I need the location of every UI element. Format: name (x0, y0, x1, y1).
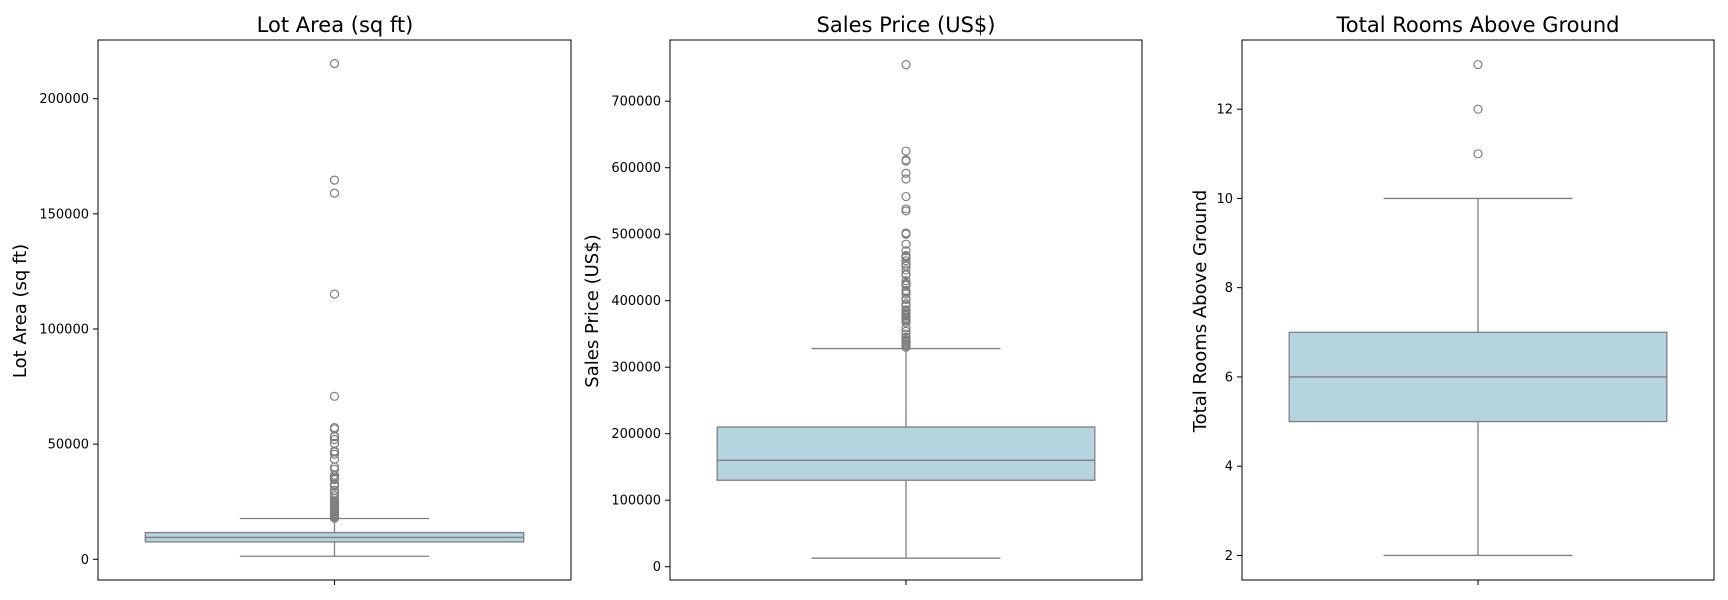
sales-price-outlier-point (901, 146, 911, 156)
lot-area-y-tick-label: 150000 (39, 207, 89, 222)
total-rooms-title: Total Rooms Above Ground (1336, 13, 1620, 37)
total-rooms-y-ticks: 2 4 6 8 10 12 (1216, 103, 1479, 585)
lot-area-outlier-point (329, 188, 340, 198)
sales-price-y-tick-label: 200000 (611, 427, 661, 442)
lot-area-outlier-point (329, 513, 340, 523)
total-rooms-frame (1241, 39, 1715, 581)
sales-price-outlier-point (901, 239, 911, 249)
total-rooms-y-tick-label: 6 (1225, 370, 1233, 385)
sales-price-y-tick-label: 700000 (611, 95, 661, 110)
sales-price-y-axis-label: Sales Price (US$) (582, 234, 603, 387)
total-rooms-y-tick-label: 8 (1225, 281, 1233, 296)
lot-area-y-axis-label: Lot Area (sq ft) (10, 244, 31, 378)
lot-area-outlier-point (329, 474, 340, 485)
lot-area-frame (97, 39, 572, 581)
sales-price-outlier-point (901, 294, 911, 304)
total-rooms-y-tick-label: 10 (1216, 192, 1233, 207)
lot-area-y-tick-label: 100000 (39, 322, 89, 337)
sales-price-title: Sales Price (US$) (817, 13, 996, 37)
total-rooms-y-tick-label: 2 (1225, 549, 1233, 564)
lot-area-y-tick-label: 200000 (39, 92, 89, 107)
sales-price-outlier-point (901, 191, 911, 202)
sales-price-outlier-point (901, 168, 911, 178)
total-rooms-outlier-point (1473, 59, 1483, 70)
total-rooms-y-tick-label: 12 (1216, 103, 1233, 118)
total-rooms-panel: Total Rooms Above Ground Total Rooms Abo… (1190, 13, 1715, 585)
sales-price-outlier-point (901, 342, 911, 352)
sales-price-frame (669, 39, 1143, 581)
sales-price-outlier-point (901, 206, 911, 216)
sales-price-outlier-point (901, 252, 911, 263)
sales-price-plot (716, 60, 1096, 559)
lot-area-outlier-point (329, 175, 340, 185)
sales-price-outlier-point (901, 265, 911, 275)
sales-price-outlier-point (901, 246, 911, 256)
sales-price-outlier-point (901, 60, 911, 70)
lot-area-outlier-point (329, 481, 340, 491)
lot-area-outlier-point (329, 289, 340, 299)
sales-price-outlier-point (901, 276, 911, 286)
sales-price-y-ticks: 0 100000 200000 300000 400000 500000 600000 700… (611, 95, 907, 585)
lot-area-outlier-point (329, 59, 340, 69)
lot-area-outlier-point (329, 432, 340, 442)
sales-price-y-tick-label: 0 (653, 560, 661, 575)
sales-price-outlier-point (901, 289, 911, 299)
total-rooms-plot (1288, 59, 1668, 557)
sales-price-iqr-box (716, 426, 1096, 481)
total-rooms-outlier-point (1473, 149, 1483, 159)
lot-area-y-tick-label: 50000 (48, 438, 89, 453)
lot-area-outlier-point (329, 449, 340, 459)
sales-price-y-tick-label: 100000 (611, 494, 661, 509)
total-rooms-y-tick-label: 4 (1225, 460, 1233, 475)
lot-area-title: Lot Area (sq ft) (257, 13, 414, 37)
sales-price-outlier-point (901, 156, 911, 166)
sales-price-y-tick-label: 400000 (611, 294, 661, 309)
lot-area-outlier-point (329, 447, 340, 457)
total-rooms-y-axis-label: Total Rooms Above Ground (1190, 190, 1211, 434)
lot-area-panel: Lot Area (sq ft) Lot Area (sq ft) 0 50000… (10, 13, 572, 585)
lot-area-y-tick-label: 0 (81, 553, 89, 568)
lot-area-outlier-point (329, 391, 340, 401)
lot-area-outlier-point (329, 434, 340, 445)
total-rooms-outlier-point (1473, 104, 1483, 114)
sales-price-outlier-point (901, 174, 911, 184)
sales-price-panel: Sales Price (US$) Sales Price (US$) 0 100… (582, 13, 1143, 585)
lot-area-plot (144, 59, 525, 557)
sales-price-outlier-point (901, 323, 911, 333)
sales-price-outlier-point (901, 317, 911, 328)
sales-price-outlier-point (901, 229, 911, 239)
sales-price-y-tick-label: 600000 (611, 161, 661, 176)
sales-price-outlier-point (901, 326, 911, 336)
lot-area-y-ticks: 0 50000 100000 150000 200000 (39, 92, 335, 585)
sales-price-outlier-point (901, 280, 911, 290)
sales-price-y-tick-label: 500000 (611, 228, 661, 243)
sales-price-outlier-point (901, 256, 911, 266)
sales-price-y-tick-label: 300000 (611, 361, 661, 376)
